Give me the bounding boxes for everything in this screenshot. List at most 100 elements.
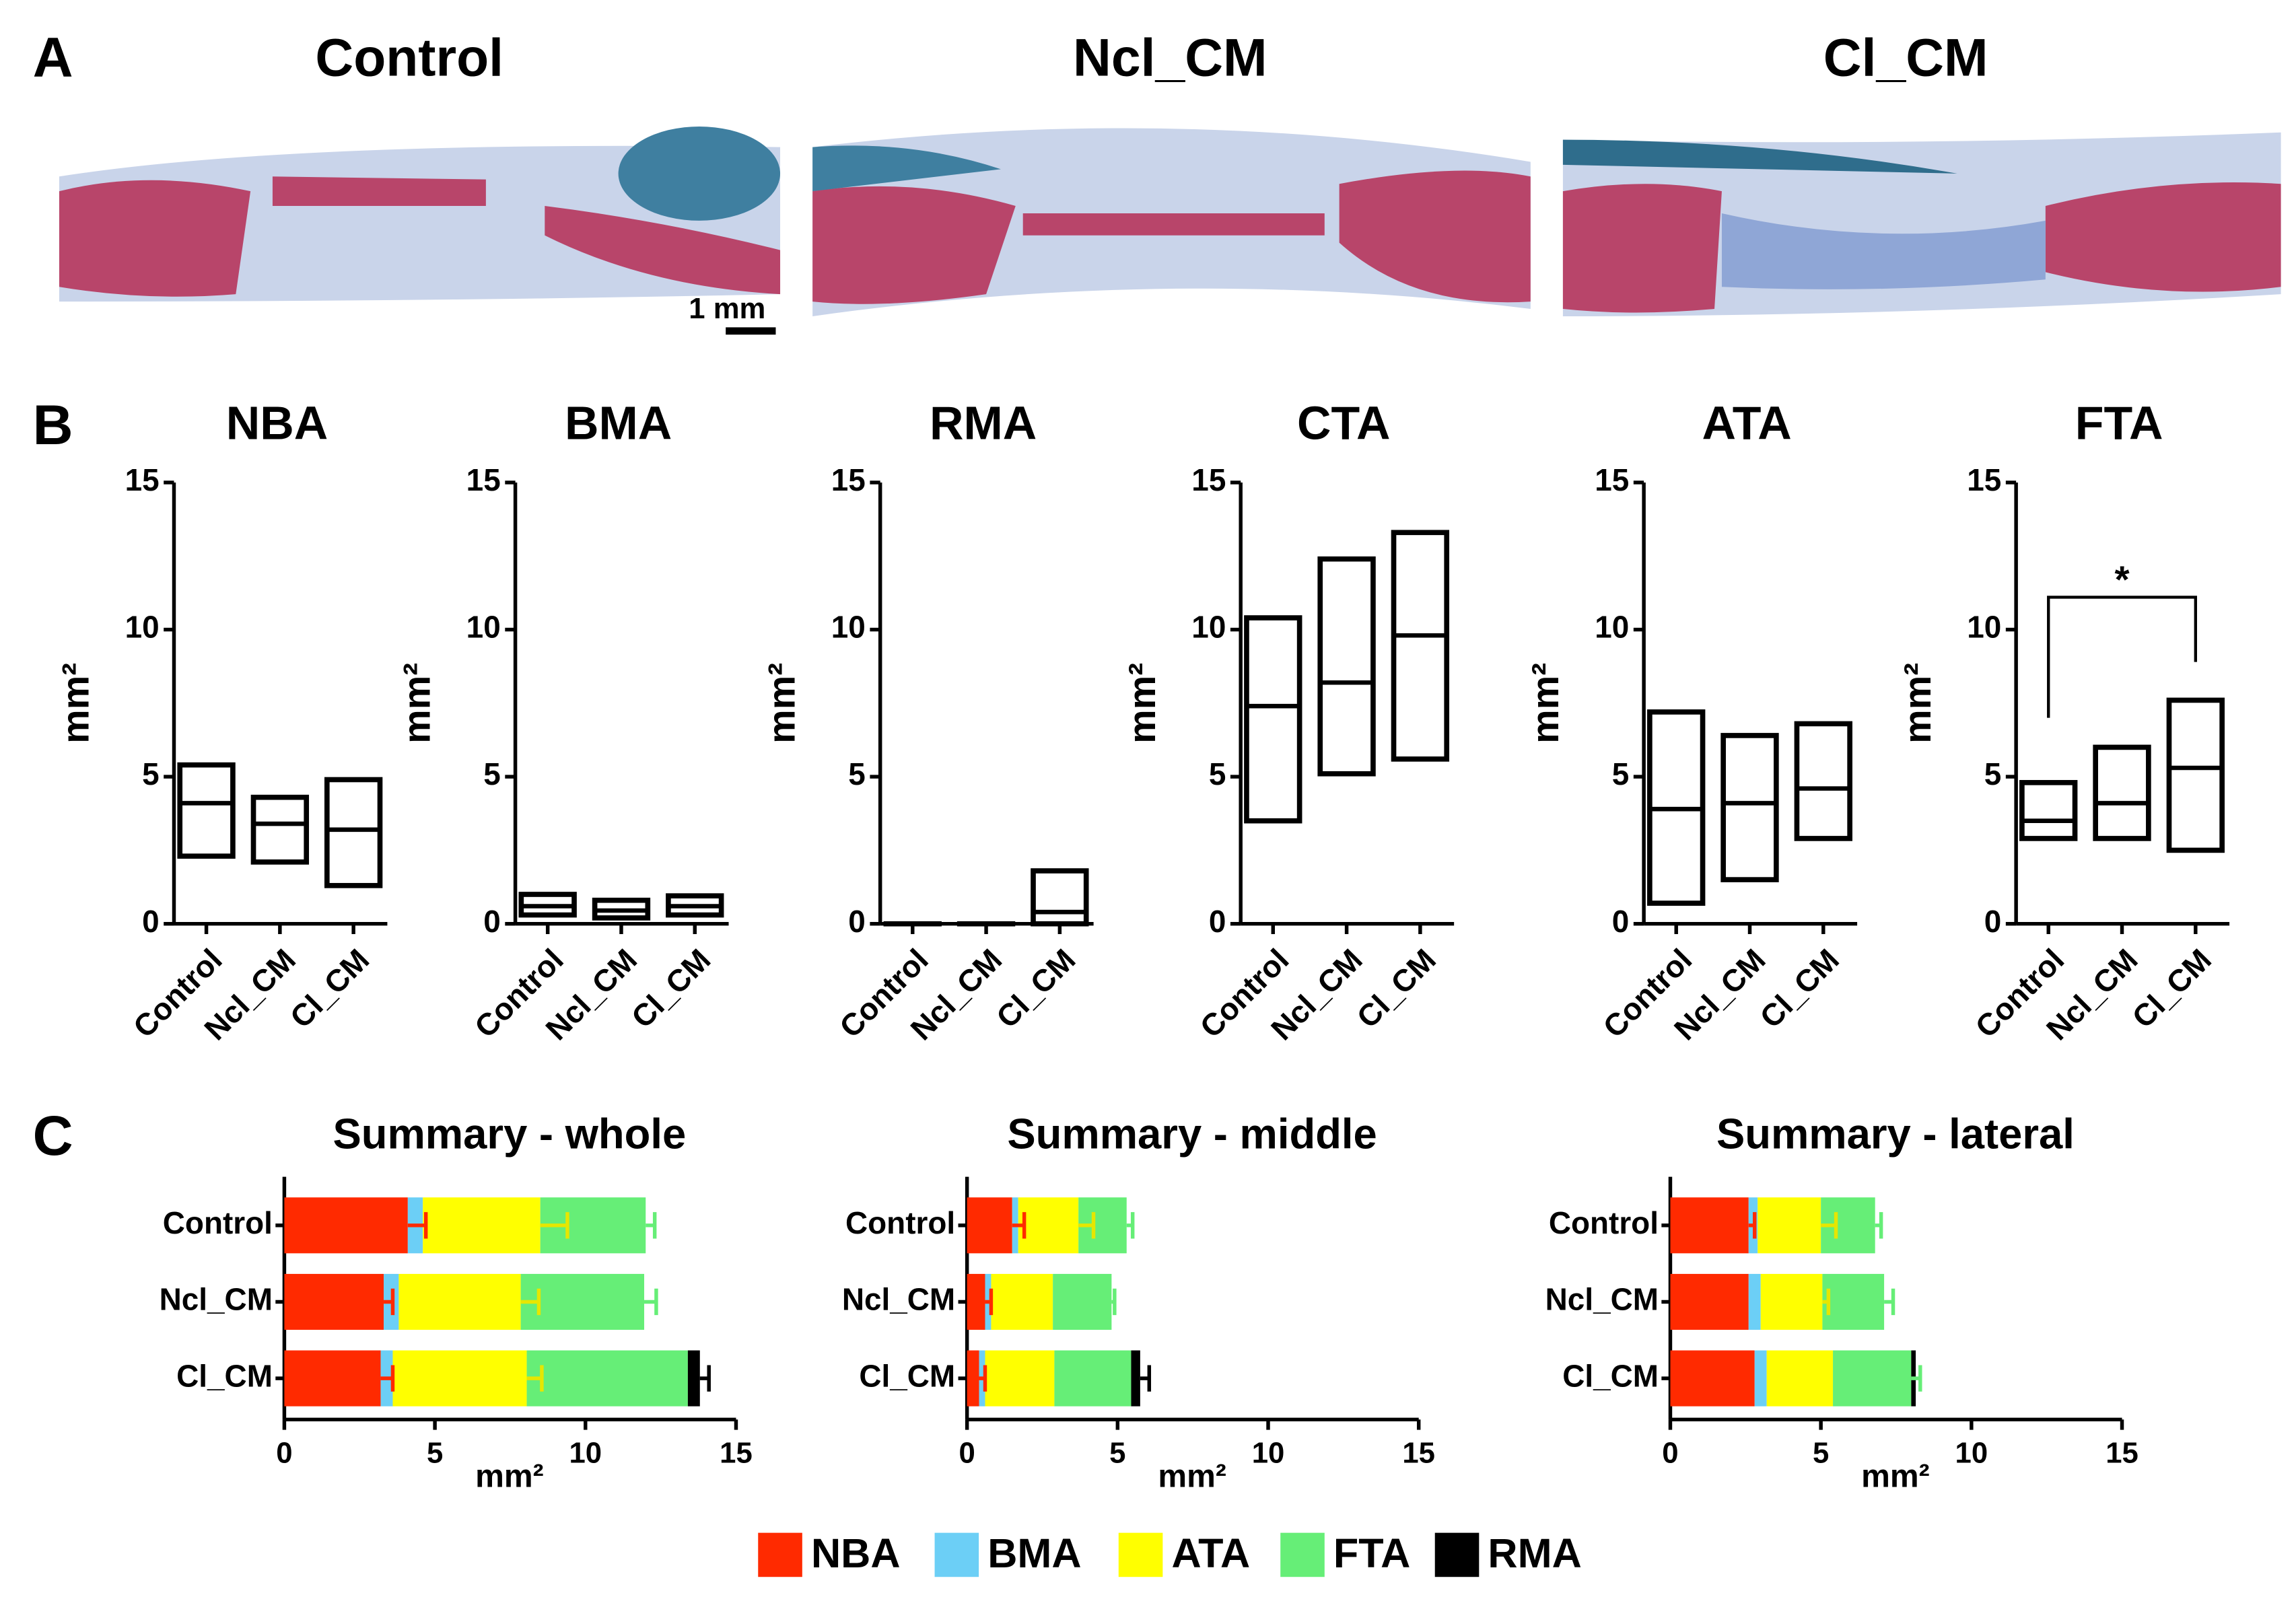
y-tick-label: 5 [1612, 756, 1630, 791]
error-bar [699, 1365, 711, 1392]
bar-segment [1760, 1273, 1823, 1330]
y-tick-label: 5 [142, 756, 160, 791]
y-tick-label: Cl_CM [176, 1358, 273, 1393]
x-tick-label: Cl_CM [989, 942, 1082, 1035]
x-tick-label: 5 [1813, 1436, 1829, 1469]
significance-label: * [2114, 559, 2130, 602]
y-tick-label: 0 [142, 904, 160, 939]
bar-segment [392, 1350, 527, 1407]
bar-segment [284, 1273, 384, 1330]
bar-segment [1748, 1273, 1761, 1330]
x-tick-label: 0 [959, 1436, 975, 1469]
bar-segment [398, 1273, 521, 1330]
box [2166, 697, 2225, 853]
error-bar [384, 1288, 395, 1316]
bar-segment [423, 1197, 541, 1254]
box [1244, 615, 1302, 824]
box [250, 794, 310, 865]
y-axis-label: mm² [396, 663, 439, 744]
x-tick-label: 15 [2106, 1436, 2138, 1469]
bar-segment [1670, 1350, 1755, 1407]
bar-segment [687, 1350, 700, 1407]
error-bar [1078, 1212, 1096, 1239]
y-tick-label: 0 [1612, 904, 1630, 939]
error-bar [979, 1365, 987, 1392]
legend-swatch [1280, 1532, 1325, 1577]
box [177, 762, 236, 859]
legend-swatch [1434, 1532, 1480, 1577]
error-bar [1875, 1212, 1883, 1239]
chart-title: FTA [2075, 396, 2163, 449]
y-tick-label: 15 [466, 462, 501, 497]
chart-title: Summary - lateral [1716, 1110, 2075, 1158]
x-tick-label: 10 [569, 1436, 602, 1469]
error-bar [1748, 1212, 1757, 1239]
error-bar [407, 1212, 428, 1239]
x-axis-label: mm² [1158, 1458, 1226, 1494]
y-tick-label: Cl_CM [1562, 1358, 1659, 1393]
scale-bar-label: 1 mm [689, 292, 765, 325]
y-tick-label: 5 [483, 756, 501, 791]
error-bar [1821, 1212, 1838, 1239]
y-tick-label: Ncl_CM [1545, 1282, 1659, 1317]
chart-title: RMA [930, 396, 1037, 449]
legend-label: BMA [987, 1530, 1081, 1576]
chart-title: Summary - whole [333, 1110, 686, 1158]
y-axis-label: mm² [1121, 663, 1164, 744]
bar-segment [967, 1197, 1012, 1254]
histology-image [812, 128, 1531, 316]
y-tick-label: 10 [1191, 610, 1226, 645]
y-tick-label: Cl_CM [859, 1358, 955, 1393]
bar-segment [1131, 1350, 1140, 1407]
box [1720, 733, 1779, 882]
legend-label: RMA [1488, 1530, 1581, 1576]
error-bar [380, 1365, 395, 1392]
bar-segment [284, 1350, 381, 1407]
y-axis-label: mm² [55, 663, 97, 744]
error-bar [646, 1212, 657, 1239]
error-bar [1012, 1212, 1027, 1239]
box [1794, 721, 1852, 841]
y-tick-label: 15 [125, 462, 160, 497]
y-axis-label: mm² [1525, 663, 1567, 744]
y-tick-label: 15 [831, 462, 866, 497]
chart-title: ATA [1702, 396, 1791, 449]
error-bar [540, 1212, 569, 1239]
legend-label: ATA [1171, 1530, 1250, 1576]
x-tick-label: Cl_CM [1753, 942, 1846, 1035]
box [2093, 744, 2151, 841]
error-bar [985, 1288, 994, 1316]
bar-segment [1822, 1273, 1885, 1330]
box [2019, 780, 2078, 841]
x-tick-label: 0 [276, 1436, 292, 1469]
histology-image [59, 126, 781, 302]
bar-segment [1054, 1350, 1132, 1407]
legend-swatch [934, 1532, 979, 1577]
panel-label: C [33, 1104, 73, 1167]
error-bar [1822, 1288, 1831, 1316]
y-tick-label: 10 [125, 610, 160, 645]
bar-segment [1670, 1273, 1749, 1330]
y-tick-label: 10 [1967, 610, 2001, 645]
y-tick-label: 0 [483, 904, 501, 939]
y-tick-label: 10 [831, 610, 866, 645]
x-axis-label: mm² [1861, 1458, 1930, 1494]
error-bar [1126, 1212, 1135, 1239]
y-tick-label: 0 [1984, 904, 2002, 939]
x-tick-label: 0 [1662, 1436, 1678, 1469]
legend-label: FTA [1333, 1530, 1410, 1576]
box [1391, 530, 1450, 762]
y-tick-label: 0 [1209, 904, 1226, 939]
x-tick-label: 15 [720, 1436, 753, 1469]
x-tick-label: 5 [1109, 1436, 1125, 1469]
chart-title: NBA [226, 396, 328, 449]
bar-segment [1758, 1197, 1821, 1254]
x-tick-label: Cl_CM [2125, 942, 2218, 1035]
bar-segment [1018, 1197, 1079, 1254]
bar-segment [967, 1350, 979, 1407]
significance-bracket [2047, 596, 2197, 718]
chart-title: CTA [1297, 396, 1391, 449]
y-tick-label: Ncl_CM [842, 1282, 955, 1317]
y-axis-label: mm² [761, 663, 804, 744]
x-tick-label: 5 [427, 1436, 443, 1469]
